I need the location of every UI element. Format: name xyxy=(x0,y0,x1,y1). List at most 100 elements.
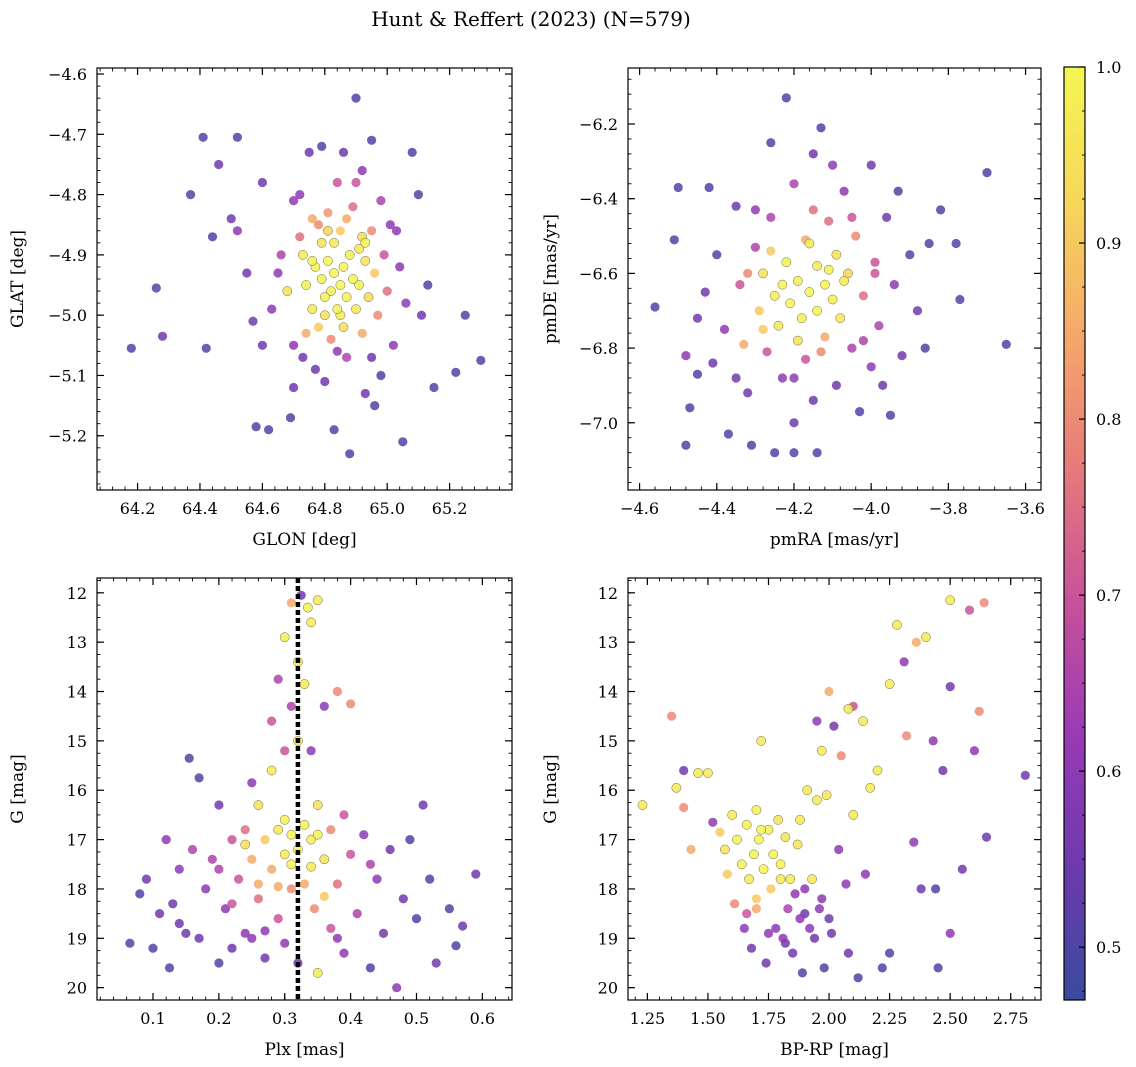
x-tick-label: 1.25 xyxy=(630,1009,666,1028)
scatter-point xyxy=(338,262,349,272)
panel-glon-glat: 64.2 64.4 64.6 64.8 65.0 65.2 −4.6 −4.7 −4.8 −4.9… xyxy=(8,65,513,550)
scatter-point xyxy=(226,214,236,224)
scatter-point xyxy=(828,160,838,170)
colorbar: 0.5 0.6 0.7 0.8 0.9 1.0 xyxy=(1063,58,1121,1001)
scatter-point xyxy=(242,268,252,278)
scatter-point xyxy=(804,287,815,297)
scatter-point xyxy=(214,159,224,170)
y-axis-label: G [mag] xyxy=(8,754,28,823)
scatter-point xyxy=(360,237,371,248)
scatter-point xyxy=(785,874,796,884)
scatter-point xyxy=(681,440,691,450)
scatter-point xyxy=(681,351,691,361)
scatter-point xyxy=(174,918,184,929)
scatter-point xyxy=(667,711,677,721)
scatter-point xyxy=(731,201,741,211)
x-tick-label: 64.6 xyxy=(245,499,281,518)
scatter-point xyxy=(326,923,336,934)
scatter-point xyxy=(805,923,815,934)
scatter-point xyxy=(797,968,808,978)
y-tick-label: 19 xyxy=(67,929,87,948)
scatter-point xyxy=(335,280,346,290)
scatter-point xyxy=(338,322,349,333)
scatter-point xyxy=(816,347,826,357)
scatter-point xyxy=(882,212,892,222)
y-tick-label: −5.2 xyxy=(48,427,87,446)
scatter-point xyxy=(936,205,946,215)
scatter-point xyxy=(418,800,428,810)
scatter-point xyxy=(843,268,853,279)
scatter-point xyxy=(912,306,923,316)
y-tick-label: 12 xyxy=(598,584,618,603)
scatter-point xyxy=(329,425,339,435)
scatter-point xyxy=(753,834,764,845)
scatter-point xyxy=(267,304,277,314)
y-tick-label: 15 xyxy=(67,732,87,751)
colorbar-tick-label: 0.6 xyxy=(1096,762,1121,781)
scatter-point xyxy=(398,437,408,447)
scatter-point xyxy=(800,884,810,894)
x-tick-label: −3.8 xyxy=(929,499,968,518)
scatter-point xyxy=(795,814,805,825)
scatter-point xyxy=(313,220,324,230)
scatter-point xyxy=(306,861,316,872)
scatter-point xyxy=(323,256,333,266)
axes-frame xyxy=(627,577,1042,1001)
scatter-point xyxy=(319,854,330,865)
x-tick-label: 2.50 xyxy=(932,1009,968,1028)
scatter-point xyxy=(306,617,316,628)
scatter-point xyxy=(332,686,342,697)
scatter-point xyxy=(187,844,198,855)
scatter-point xyxy=(148,943,158,953)
scatter-point xyxy=(273,824,284,835)
scatter-point xyxy=(398,894,408,904)
scatter-point xyxy=(388,340,398,350)
scatter-point xyxy=(778,933,788,943)
scatter-point xyxy=(847,212,857,222)
scatter-point xyxy=(826,928,837,939)
scatter-point xyxy=(812,261,822,271)
scatter-point xyxy=(855,407,865,417)
scatter-point xyxy=(789,179,799,189)
scatter-point xyxy=(812,795,822,805)
scatter-point xyxy=(423,280,433,290)
x-tick-label: 0.2 xyxy=(206,1009,231,1028)
scatter-points xyxy=(125,590,481,993)
scatter-point xyxy=(727,810,738,820)
scatter-point xyxy=(286,884,296,894)
y-tick-label: 20 xyxy=(67,979,87,998)
scatter-point xyxy=(372,874,382,884)
scatter-point xyxy=(751,894,762,904)
scatter-point xyxy=(773,814,784,825)
scatter-point xyxy=(357,328,367,338)
scatter-point xyxy=(834,844,844,855)
scatter-point xyxy=(378,928,389,939)
scatter-point xyxy=(323,208,333,218)
scatter-point xyxy=(843,948,854,958)
scatter-point xyxy=(692,369,703,379)
x-axis-label: pmRA [mas/yr] xyxy=(770,530,899,550)
scatter-point xyxy=(310,364,320,374)
scatter-point xyxy=(344,250,355,260)
scatter-point xyxy=(858,716,868,726)
scatter-point xyxy=(326,286,336,296)
scatter-point xyxy=(785,298,795,309)
scatter-point xyxy=(920,343,930,353)
scatter-point xyxy=(312,800,323,810)
scatter-point xyxy=(769,290,780,301)
scatter-point xyxy=(332,879,342,889)
scatter-point xyxy=(151,283,161,293)
scatter-point xyxy=(839,186,849,196)
ticks: 1.25 1.50 1.75 2.00 2.25 2.50 2.75 12 13 14 15 16 17… xyxy=(598,578,1041,1028)
scatter-point xyxy=(174,864,184,874)
scatter-point xyxy=(332,933,342,943)
scatter-point xyxy=(905,250,915,260)
x-tick-label: 1.75 xyxy=(751,1009,787,1028)
scatter-point xyxy=(870,257,880,267)
scatter-point xyxy=(267,716,277,726)
scatter-point xyxy=(762,347,772,357)
scatter-point xyxy=(839,276,849,286)
scatter-point xyxy=(385,220,395,230)
scatter-point xyxy=(329,268,339,278)
scatter-point xyxy=(739,923,749,934)
